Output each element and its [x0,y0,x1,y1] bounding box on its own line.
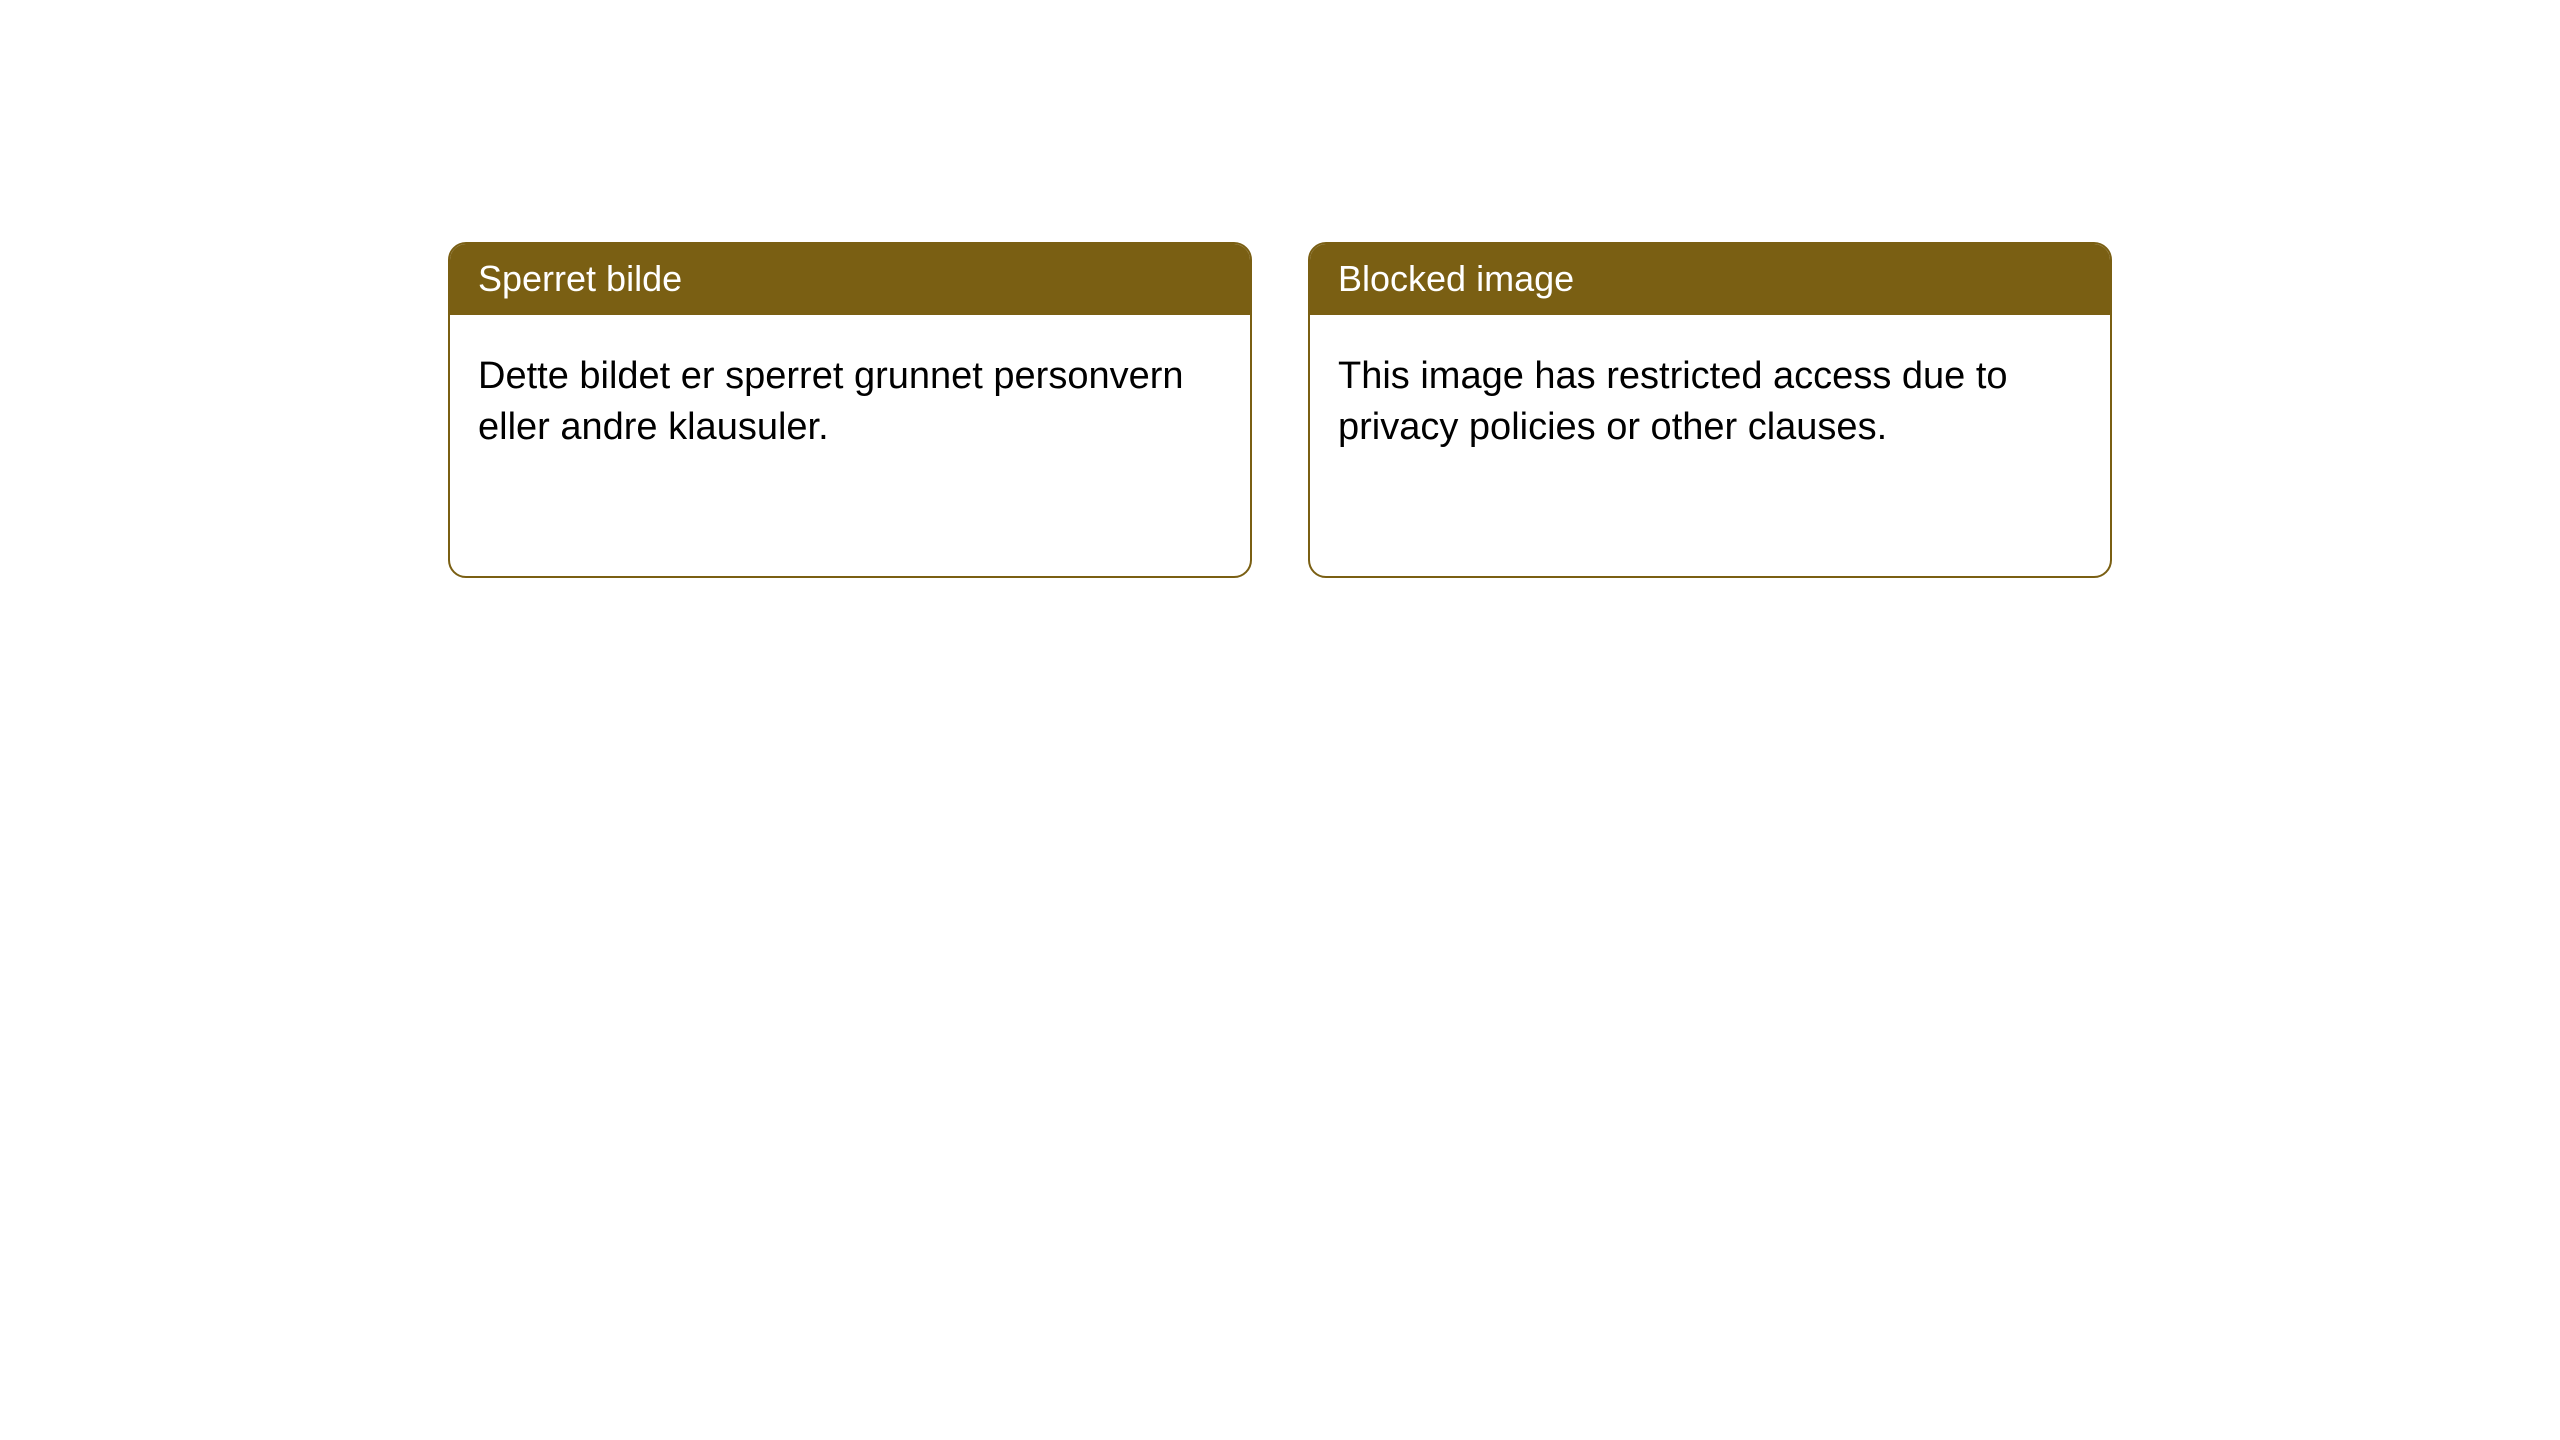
notice-card-en: Blocked image This image has restricted … [1308,242,2112,578]
notice-body-en: This image has restricted access due to … [1310,315,2110,576]
notice-header-no: Sperret bilde [450,244,1250,315]
notice-container: Sperret bilde Dette bildet er sperret gr… [0,0,2560,578]
notice-card-no: Sperret bilde Dette bildet er sperret gr… [448,242,1252,578]
notice-body-no: Dette bildet er sperret grunnet personve… [450,315,1250,576]
notice-header-en: Blocked image [1310,244,2110,315]
